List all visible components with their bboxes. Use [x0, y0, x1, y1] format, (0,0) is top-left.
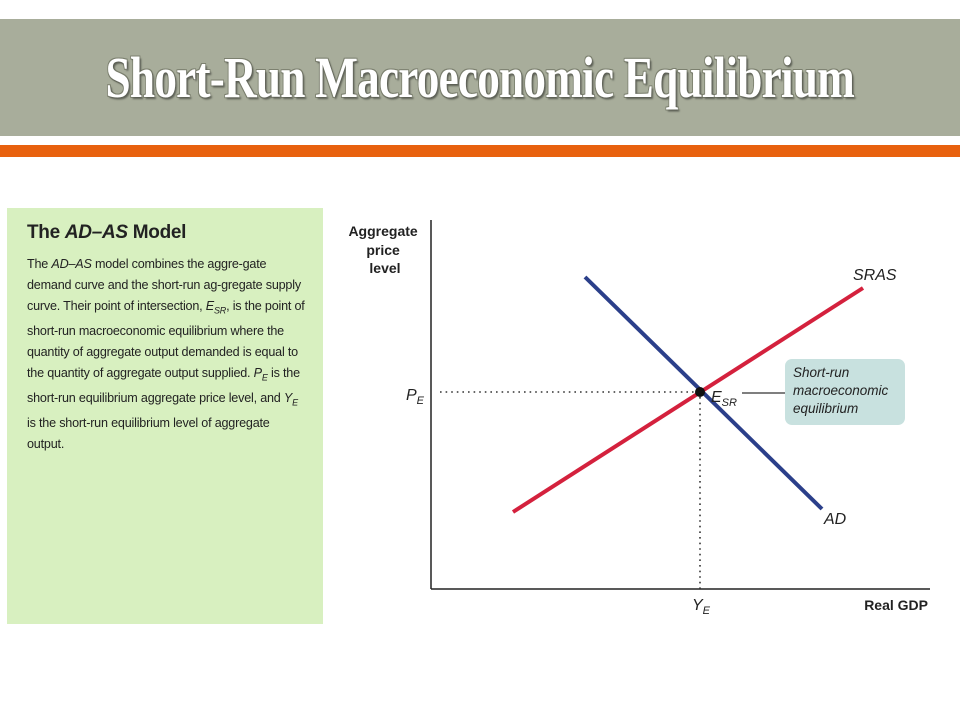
panel-text: is the short-run equilibrium aggregate p… — [27, 365, 300, 405]
y-axis-label-line: level — [369, 260, 400, 276]
callout-line: Short-run — [793, 365, 849, 380]
panel-title-suffix: Model — [127, 222, 187, 243]
ad-as-diagram: Aggregate price level SRAS AD PE YE ESR … — [348, 220, 930, 617]
ad-label: AD — [823, 511, 847, 528]
pe-label-main: P — [406, 387, 417, 404]
callout-text: Short-run macroeconomic equilibrium — [793, 365, 892, 416]
sras-curve — [511, 286, 865, 514]
panel-text: The — [27, 257, 52, 271]
y-axis-label: Aggregate price level — [348, 223, 421, 276]
ye-label-main: Y — [692, 597, 704, 614]
equilibrium-label-sub: SR — [722, 397, 737, 409]
equilibrium-label-main: E — [711, 389, 722, 406]
y-axis-label-line: Aggregate — [348, 223, 417, 239]
panel-text-y: Y — [283, 390, 293, 405]
pe-label: PE — [406, 387, 425, 407]
callout-line: equilibrium — [793, 401, 858, 416]
panel-text: model combines the aggre-gate demand cur… — [27, 257, 301, 313]
panel-text-p: P — [253, 365, 262, 380]
panel-text: , is the point of short-run macroeconomi… — [27, 298, 305, 380]
ye-label-sub: E — [703, 605, 711, 617]
callout-line: macroeconomic — [793, 383, 889, 398]
panel-text-y-sub: E — [292, 397, 298, 408]
panel-title-model: AD–AS — [64, 222, 128, 243]
y-axis-label-line: price — [366, 242, 400, 258]
panel-body: The AD–AS model combines the aggre-gate … — [27, 254, 305, 455]
panel-text: is the short-run equilibrium level of ag… — [27, 416, 270, 451]
x-axis-label: Real GDP — [864, 597, 928, 613]
panel-text-model: AD–AS — [51, 257, 92, 271]
ye-label: YE — [692, 597, 711, 617]
panel-title-prefix: The — [27, 222, 65, 243]
title-bar: Short-Run Macroeconomic Equilibrium — [0, 19, 960, 136]
panel-text-sr: SR — [213, 305, 227, 316]
panel-title: The AD–AS Model — [27, 222, 305, 244]
equilibrium-point — [695, 387, 705, 397]
callout-box — [785, 359, 905, 425]
equilibrium-label: ESR — [711, 389, 737, 409]
page-title: Short-Run Macroeconomic Equilibrium — [105, 45, 855, 110]
accent-rule — [0, 145, 960, 157]
sras-label: SRAS — [853, 267, 897, 284]
panel-text-p-sub: E — [261, 372, 268, 383]
panel-text-e: E — [205, 298, 214, 313]
pe-label-sub: E — [417, 395, 425, 407]
info-panel: The AD–AS Model The AD–AS model combines… — [7, 208, 323, 624]
